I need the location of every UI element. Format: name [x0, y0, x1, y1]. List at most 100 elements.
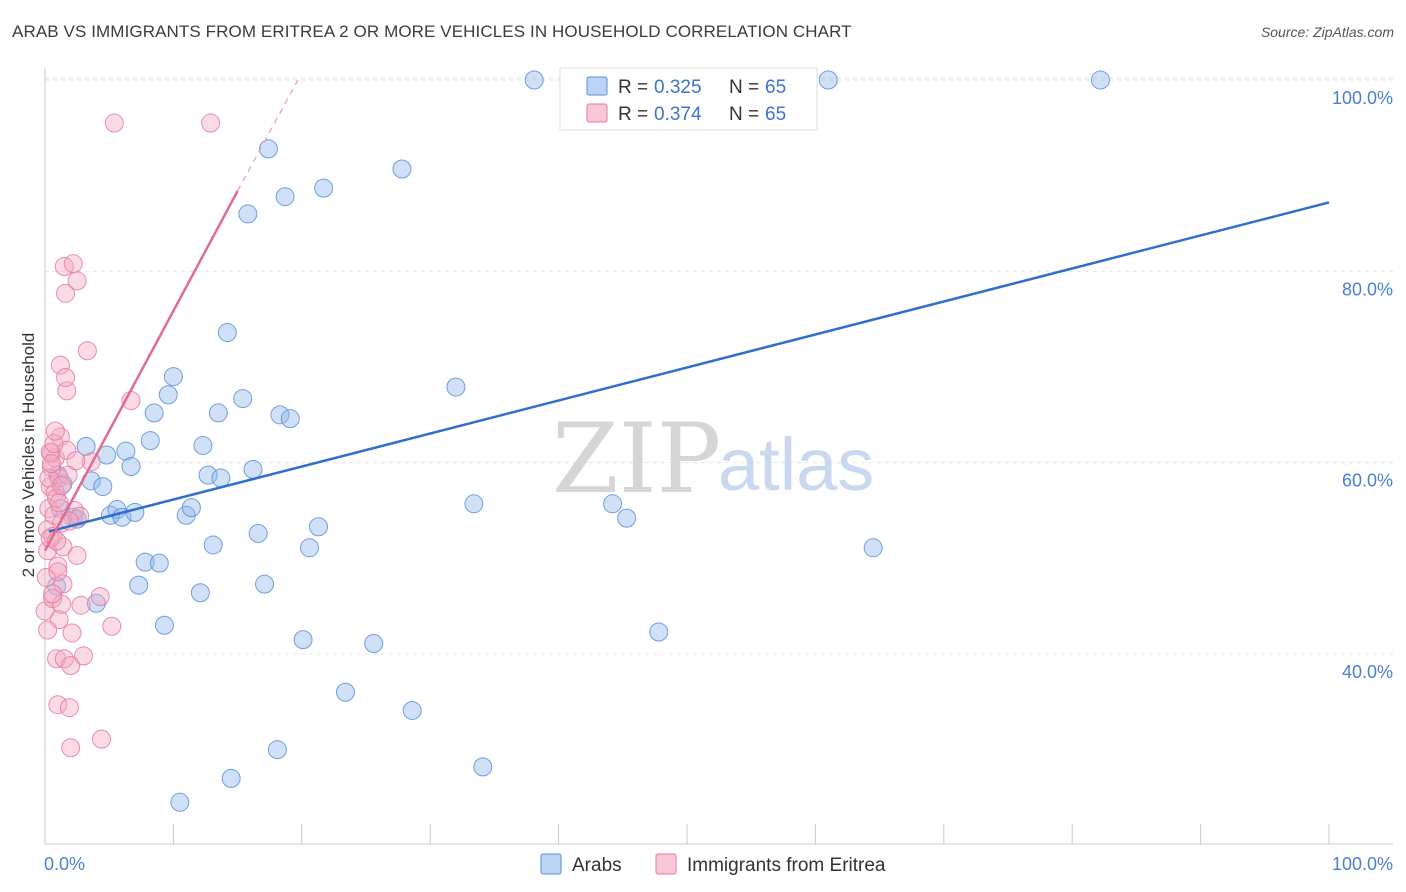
trendline-eritrea-extension: [237, 79, 299, 192]
arabs-point-44: [300, 538, 320, 558]
arabs-point-54: [524, 70, 544, 90]
legend-n-value-eritrea: 65: [765, 104, 786, 125]
eritrea-point-4: [39, 499, 59, 519]
eritrea-point-8: [43, 589, 63, 609]
legend-swatch-arabs: [586, 76, 608, 96]
arabs-point-41: [270, 405, 290, 425]
eritrea-point-42: [90, 587, 110, 607]
eritrea-point-44: [102, 616, 122, 636]
arabs-point-36: [248, 523, 268, 543]
grid-layer: [45, 77, 1393, 655]
eritrea-point-57: [49, 493, 69, 513]
eritrea-point-30: [61, 738, 81, 758]
eritrea-point-32: [62, 623, 82, 643]
arabs-point-59: [818, 70, 838, 90]
series-legend-label-eritrea: Immigrants from Eritrea: [687, 855, 886, 876]
eritrea-point-13: [47, 649, 67, 669]
points-layer: [35, 70, 1110, 812]
eritrea-point-63: [48, 562, 68, 582]
arabs-point-27: [198, 465, 218, 485]
chart-title: ARAB VS IMMIGRANTS FROM ERITREA 2 OR MOR…: [12, 22, 852, 41]
arabs-point-52: [464, 494, 484, 514]
series-legend-label-arabs: Arabs: [572, 855, 622, 876]
eritrea-point-40: [77, 341, 97, 361]
arabs-point-55: [603, 494, 623, 514]
eritrea-point-33: [63, 254, 83, 274]
watermark-zip: ZIP: [552, 403, 721, 515]
trendline-arabs: [48, 201, 1330, 533]
series-legend-swatch-eritrea: [655, 853, 677, 875]
series-legend: Arabs Immigrants from Eritrea: [540, 853, 886, 876]
arabs-point-20: [158, 385, 178, 405]
eritrea-point-12: [45, 448, 65, 468]
eritrea-point-38: [71, 595, 91, 615]
eritrea-point-64: [45, 421, 65, 441]
eritrea-point-56: [41, 454, 61, 474]
arabs-point-56: [617, 508, 637, 528]
arabs-point-16: [140, 431, 160, 451]
arabs-point-24: [181, 498, 201, 518]
arabs-point-13: [121, 456, 141, 476]
eritrea-point-43: [91, 729, 111, 749]
arabs-point-37: [255, 574, 275, 594]
eritrea-point-48: [56, 368, 76, 388]
eritrea-point-19: [50, 355, 70, 375]
legend-r-label-arabs: R =: [618, 77, 648, 98]
eritrea-point-39: [74, 646, 94, 666]
arabs-point-53: [473, 757, 493, 777]
arabs-point-34: [238, 204, 258, 224]
x-tick-label-min: 0.0%: [44, 854, 85, 874]
arabs-point-29: [208, 403, 228, 423]
arabs-point-45: [308, 517, 328, 537]
arabs-point-40: [275, 187, 295, 207]
eritrea-point-14: [48, 695, 68, 715]
legend-n-label-arabs: N =: [729, 77, 759, 98]
arabs-point-61: [1090, 70, 1110, 90]
arabs-point-35: [243, 459, 263, 479]
y-tick-label-100: 100.0%: [1332, 88, 1393, 108]
eritrea-point-49: [201, 113, 221, 133]
eritrea-point-52: [53, 574, 73, 594]
arabs-point-4: [76, 436, 96, 456]
axis-layer: [44, 68, 1393, 845]
arabs-point-18: [149, 553, 169, 573]
watermark: ZIP atlas: [552, 403, 874, 515]
arabs-point-12: [116, 441, 136, 461]
legend-r-value-arabs: 0.325: [654, 77, 702, 98]
arabs-point-38: [258, 139, 278, 159]
legend-n-value-arabs: 65: [765, 77, 786, 98]
arabs-point-31: [217, 323, 237, 343]
series-legend-swatch-arabs: [540, 853, 562, 875]
arabs-point-15: [135, 552, 155, 572]
arabs-point-32: [221, 768, 241, 788]
y-axis-label: 2 or more Vehicles in Household: [19, 333, 38, 578]
y-tick-labels: 40.0% 60.0% 80.0% 100.0%: [1332, 88, 1393, 682]
x-tick-label-max: 100.0%: [1332, 854, 1393, 874]
eritrea-point-62: [66, 451, 86, 471]
legend: R = 0.325 N = 65 R = 0.374 N = 65: [559, 67, 818, 131]
arabs-point-50: [402, 700, 422, 720]
arabs-point-21: [163, 367, 183, 387]
arabs-point-48: [364, 633, 384, 653]
trendline-eritrea: [43, 190, 239, 552]
eritrea-point-37: [70, 506, 90, 526]
arabs-point-64: [125, 502, 145, 522]
y-tick-label-40: 40.0%: [1342, 662, 1393, 682]
arabs-point-17: [144, 403, 164, 423]
arabs-point-30: [211, 468, 231, 488]
arabs-point-14: [129, 575, 149, 595]
arabs-point-58: [649, 622, 669, 642]
eritrea-point-45: [104, 113, 124, 133]
arabs-point-42: [280, 409, 300, 429]
arabs-point-51: [446, 377, 466, 397]
arabs-point-33: [233, 389, 253, 409]
series-eritrea-points: [35, 113, 221, 758]
arabs-point-39: [267, 740, 287, 760]
arabs-point-47: [335, 682, 355, 702]
y-tick-label-80: 80.0%: [1342, 279, 1393, 299]
trend-layer: [43, 79, 1330, 552]
eritrea-point-25: [56, 283, 76, 303]
arabs-point-49: [392, 159, 412, 179]
arabs-point-46: [314, 178, 334, 198]
